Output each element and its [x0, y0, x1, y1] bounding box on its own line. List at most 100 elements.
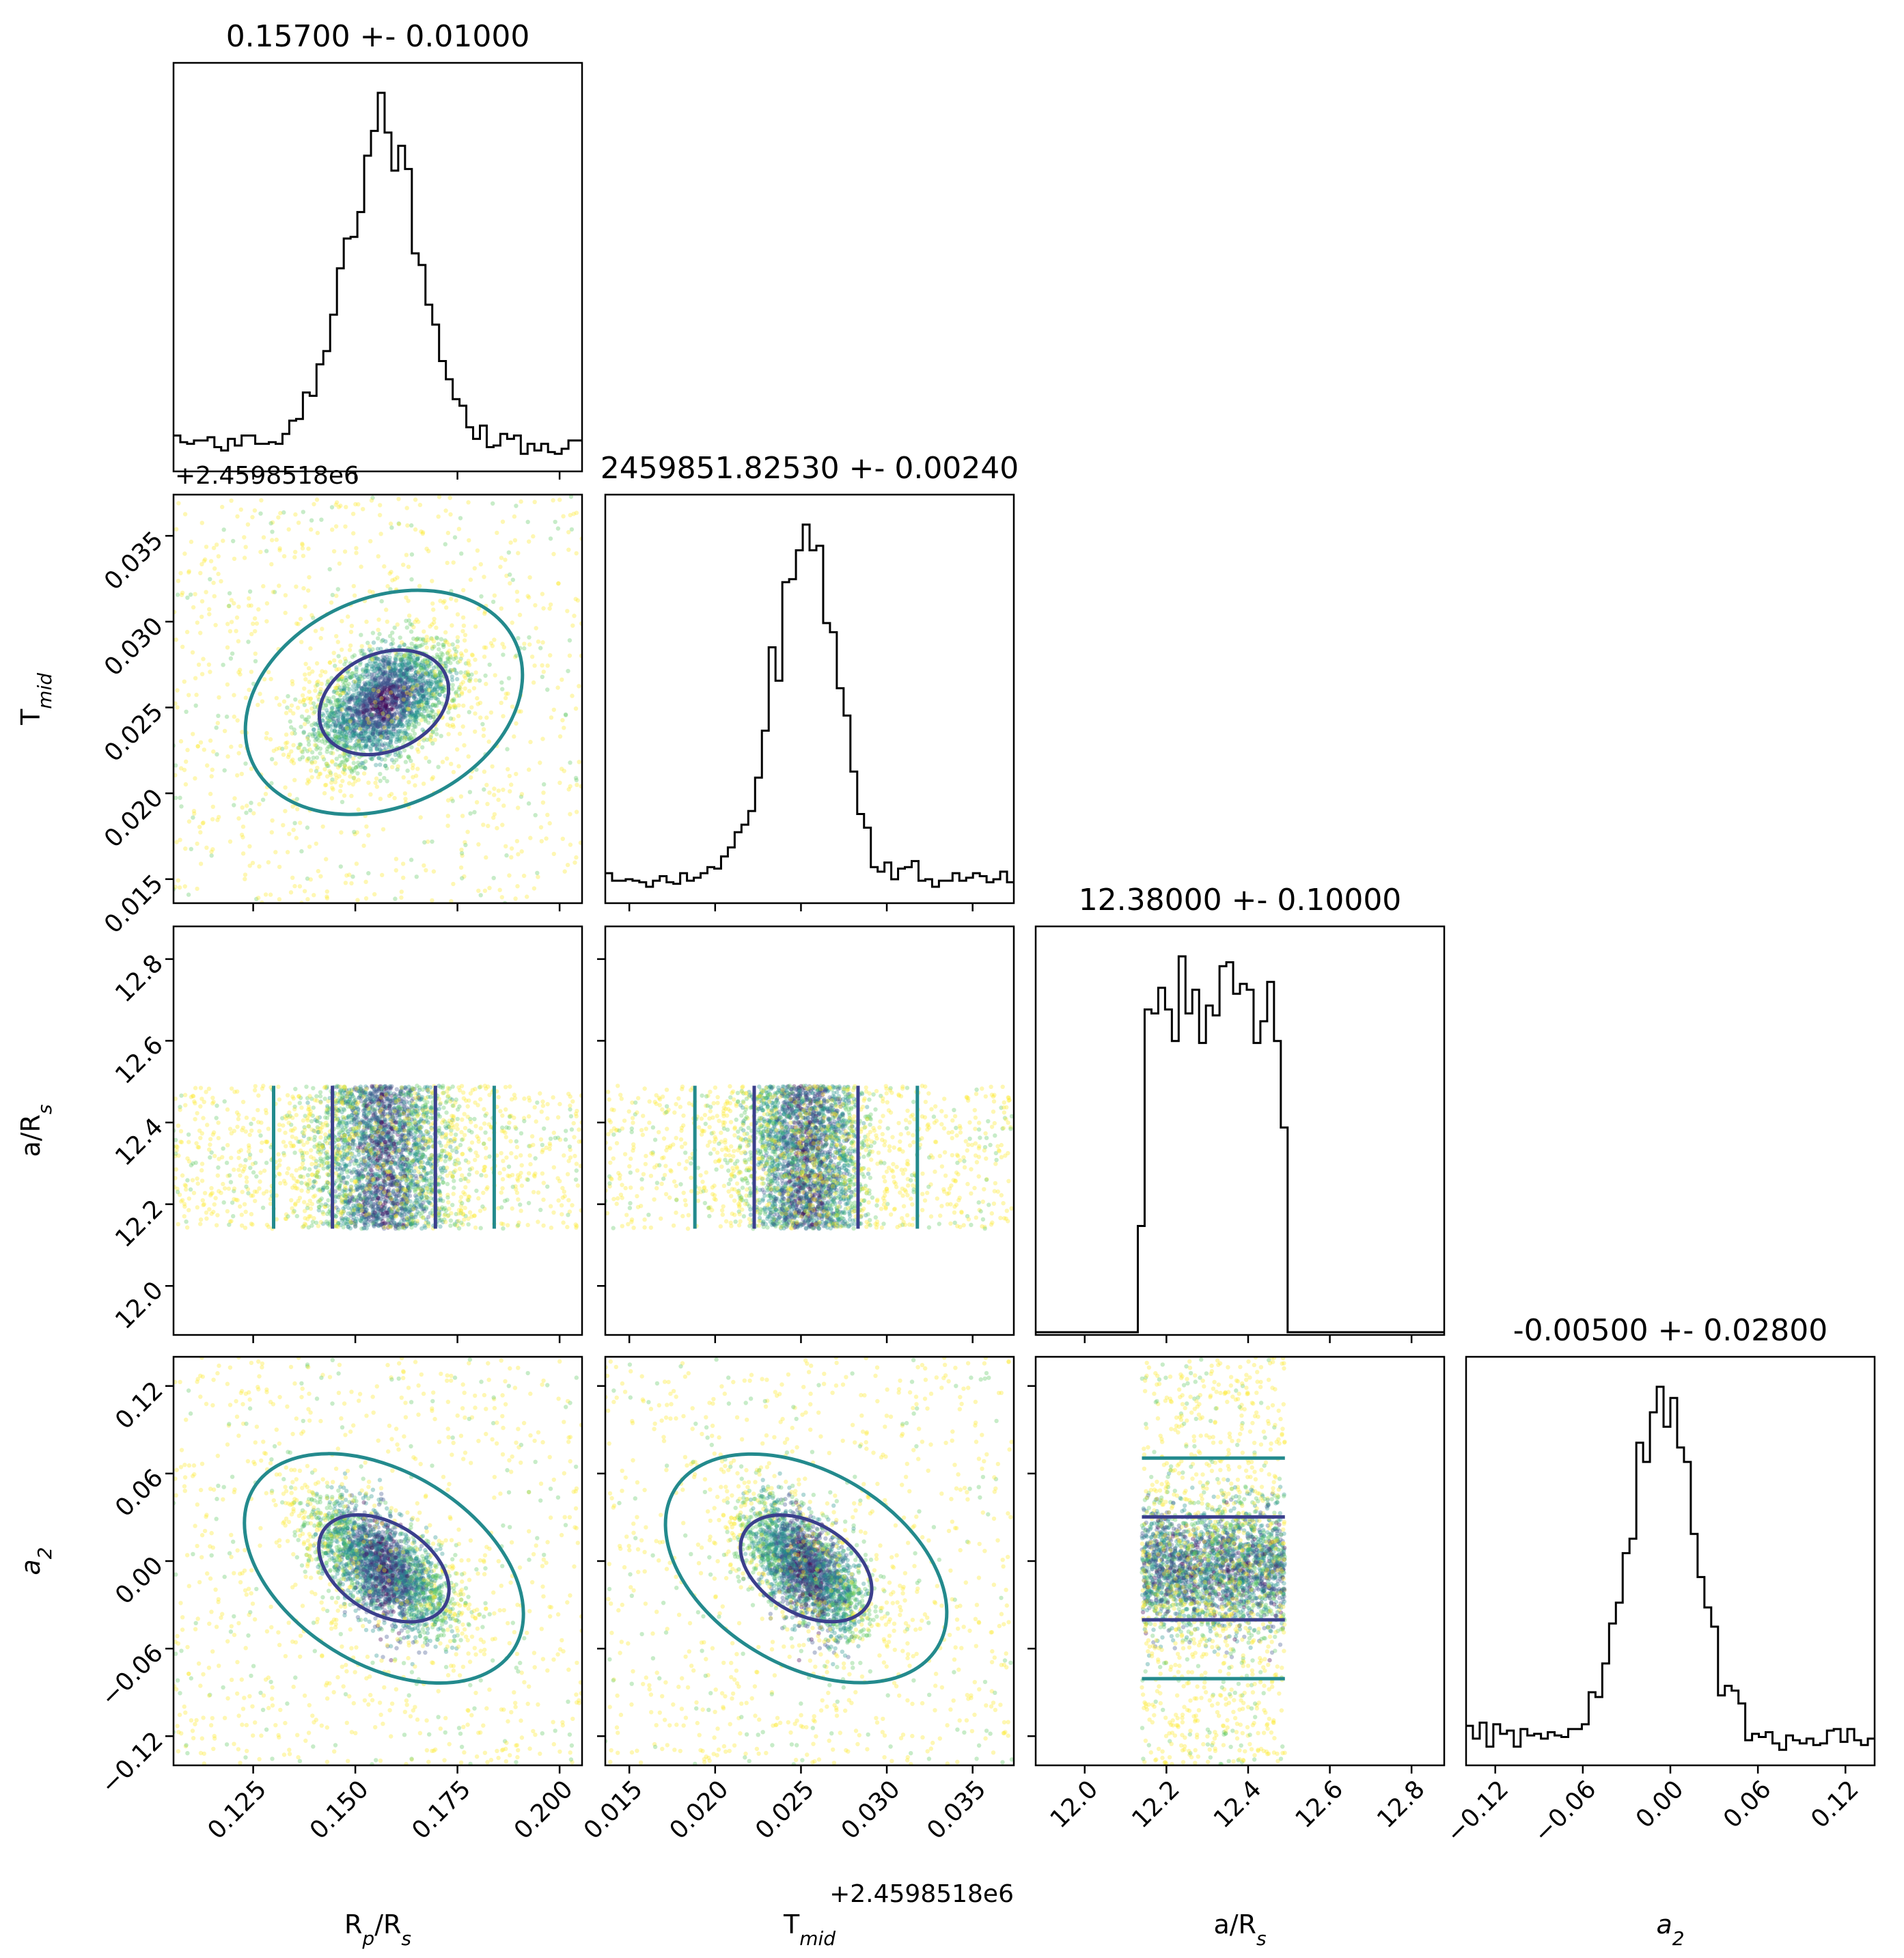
scatter-point: [426, 663, 430, 668]
scatter-point: [445, 1192, 450, 1198]
scatter-point: [476, 888, 481, 894]
scatter-point: [212, 566, 217, 571]
scatter-point: [364, 619, 369, 624]
scatter-point: [478, 562, 483, 567]
scatter-point: [383, 659, 388, 663]
scatter-point: [258, 511, 263, 516]
scatter-point: [428, 704, 433, 710]
scatter-point: [508, 581, 512, 585]
scatter-point: [398, 684, 403, 689]
scatter-point: [363, 727, 368, 732]
scatter-point: [437, 700, 441, 705]
scatter-point: [370, 702, 374, 707]
scatter-point: [441, 642, 445, 647]
scatter-point: [283, 610, 288, 616]
scatter-point: [365, 724, 370, 730]
scatter-point: [390, 1183, 395, 1188]
scatter-point: [379, 1098, 384, 1103]
scatter-point: [402, 1173, 407, 1178]
scatter-point: [381, 718, 387, 723]
scatter-point: [335, 710, 341, 715]
scatter-point: [345, 1217, 350, 1222]
scatter-point: [316, 1163, 322, 1168]
scatter-point: [404, 703, 409, 708]
scatter-point: [388, 678, 393, 682]
scatter-point: [342, 680, 348, 685]
scatter-point: [293, 512, 298, 517]
scatter-point: [383, 665, 387, 670]
scatter-point: [409, 1103, 414, 1108]
scatter-point: [430, 729, 436, 734]
scatter-point: [358, 723, 363, 728]
scatter-point: [361, 1150, 365, 1156]
scatter-point: [384, 701, 389, 706]
scatter-point: [308, 697, 313, 702]
scatter-point: [302, 1209, 307, 1213]
scatter-point: [365, 640, 370, 646]
scatter-point: [385, 1145, 390, 1150]
scatter-point: [346, 706, 352, 711]
scatter-point: [359, 1090, 364, 1096]
scatter-point: [415, 662, 419, 667]
scatter-point: [436, 708, 441, 714]
scatter-point: [338, 659, 343, 664]
scatter-point: [284, 745, 288, 750]
scatter-point: [397, 654, 402, 659]
scatter-point: [577, 684, 581, 689]
scatter-point: [178, 838, 182, 842]
scatter-point: [363, 766, 368, 771]
scatter-point: [301, 730, 306, 735]
scatter-point: [419, 697, 424, 702]
scatter-point: [376, 1156, 381, 1161]
scatter-point: [290, 678, 294, 684]
scatter-point: [486, 823, 491, 829]
scatter-point: [414, 720, 419, 725]
scatter-point: [418, 693, 423, 698]
scatter-point: [414, 663, 419, 668]
scatter-point: [346, 726, 350, 731]
scatter-point: [378, 729, 383, 734]
scatter-point: [386, 1144, 391, 1148]
scatter-point: [532, 499, 537, 504]
scatter-point: [376, 709, 381, 714]
scatter-point: [345, 707, 350, 712]
scatter-point: [371, 702, 376, 708]
scatter-point: [540, 736, 545, 741]
scatter-point: [264, 619, 269, 624]
scatter-point: [359, 743, 363, 748]
scatter-point: [388, 740, 393, 745]
scatter-point: [309, 759, 314, 764]
scatter-point: [180, 590, 185, 595]
scatter-point: [397, 678, 402, 682]
scatter-point: [397, 704, 402, 708]
scatter-point: [409, 711, 414, 716]
scatter-point: [359, 704, 363, 709]
scatter-point: [443, 508, 448, 513]
scatter-point: [336, 723, 341, 728]
scatter-point: [364, 695, 369, 700]
scatter-point: [355, 708, 360, 713]
scatter-point: [391, 687, 396, 691]
scatter-point: [475, 702, 480, 706]
scatter-point: [504, 853, 509, 858]
scatter-point: [409, 657, 414, 662]
scatter-point: [180, 644, 185, 649]
scatter-point: [400, 689, 405, 694]
scatter-point: [174, 637, 178, 642]
scatter-point: [446, 1125, 451, 1129]
scatter-point: [394, 1196, 398, 1202]
scatter-point: [383, 670, 388, 674]
scatter-point: [467, 689, 472, 693]
scatter-point: [484, 1155, 488, 1160]
scatter-point: [383, 1208, 389, 1213]
scatter-point: [342, 715, 348, 721]
scatter-point: [361, 507, 365, 512]
scatter-point: [366, 691, 371, 695]
scatter-point: [240, 805, 245, 810]
scatter-point: [183, 846, 188, 851]
scatter-point: [342, 1125, 348, 1130]
scatter-point: [191, 808, 197, 814]
scatter-point: [369, 756, 374, 762]
scatter-point: [395, 1208, 400, 1213]
scatter-point: [398, 673, 404, 678]
